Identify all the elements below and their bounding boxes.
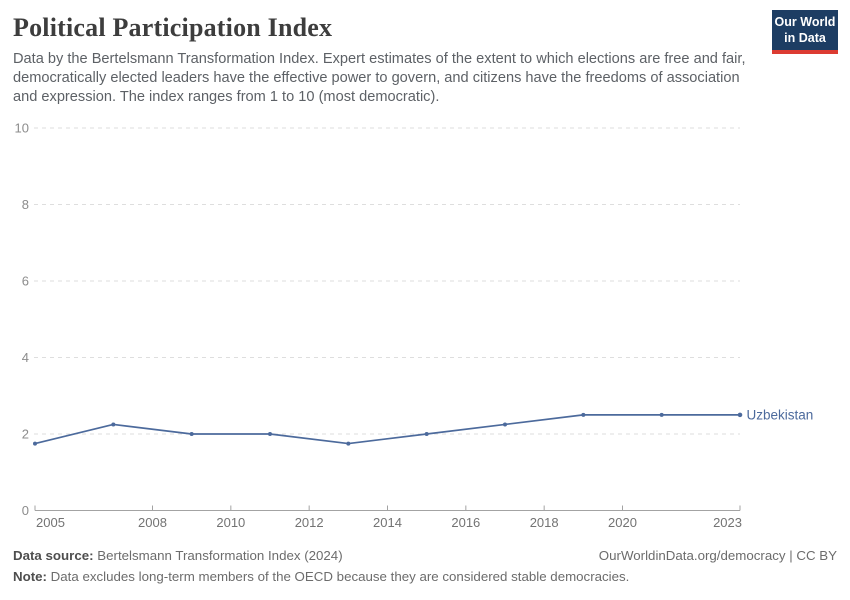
footer-note-row: Note: Data excludes long-term members of… bbox=[13, 569, 837, 584]
y-axis-tick-label: 8 bbox=[22, 197, 29, 212]
data-point[interactable] bbox=[737, 412, 743, 418]
data-point[interactable] bbox=[581, 412, 586, 417]
owid-logo-line2: in Data bbox=[784, 30, 826, 45]
y-axis-tick-label: 6 bbox=[22, 274, 29, 289]
data-series-line[interactable] bbox=[34, 414, 741, 445]
series-entity-label[interactable]: Uzbekistan bbox=[747, 407, 814, 422]
data-point[interactable] bbox=[659, 412, 664, 417]
data-point[interactable] bbox=[424, 432, 429, 436]
owid-logo-line1: Our World bbox=[774, 15, 836, 29]
y-axis-tick-label: 0 bbox=[22, 503, 29, 518]
x-axis-tick-label: 2014 bbox=[373, 515, 402, 530]
footer-source-row: Data source: Bertelsmann Transformation … bbox=[13, 548, 837, 563]
x-axis-tick-label: 2020 bbox=[608, 515, 637, 530]
x-axis-tick-label: 2012 bbox=[295, 515, 324, 530]
data-point[interactable] bbox=[346, 441, 351, 446]
y-axis-tick-label: 10 bbox=[15, 121, 29, 136]
x-axis-tick-label: 2010 bbox=[216, 515, 245, 530]
note-label: Note: bbox=[13, 569, 47, 584]
chart-title: Political Participation Index bbox=[13, 13, 333, 42]
data-point[interactable] bbox=[33, 441, 37, 446]
data-point[interactable] bbox=[268, 432, 272, 436]
y-axis-tick-label: 4 bbox=[22, 350, 29, 365]
y-axis-tick-label: 2 bbox=[22, 427, 29, 442]
x-axis-tick-label: 2005 bbox=[36, 515, 65, 530]
data-source-label: Data source: bbox=[13, 548, 94, 563]
data-point[interactable] bbox=[189, 432, 194, 436]
note-value: Data excludes long-term members of the O… bbox=[46, 569, 630, 584]
data-point[interactable] bbox=[111, 422, 116, 427]
chart-header: Political Participation Index Data by th… bbox=[13, 13, 763, 107]
x-axis-tick-label: 2023 bbox=[713, 515, 742, 530]
data-source-text: Data source: Bertelsmann Transformation … bbox=[13, 548, 343, 563]
x-axis-tick-label: 2018 bbox=[530, 515, 559, 530]
owid-logo[interactable]: Our World in Data bbox=[772, 10, 838, 54]
owid-url-link[interactable]: OurWorldinData.org/democracy | CC BY bbox=[598, 548, 837, 563]
data-point[interactable] bbox=[503, 422, 507, 427]
data-source-value: Bertelsmann Transformation Index (2024) bbox=[93, 548, 343, 563]
x-axis-tick-label: 2008 bbox=[138, 515, 167, 530]
x-axis-tick-label: 2016 bbox=[451, 515, 480, 530]
chart-subtitle: Data by the Bertelsmann Transformation I… bbox=[13, 50, 746, 106]
